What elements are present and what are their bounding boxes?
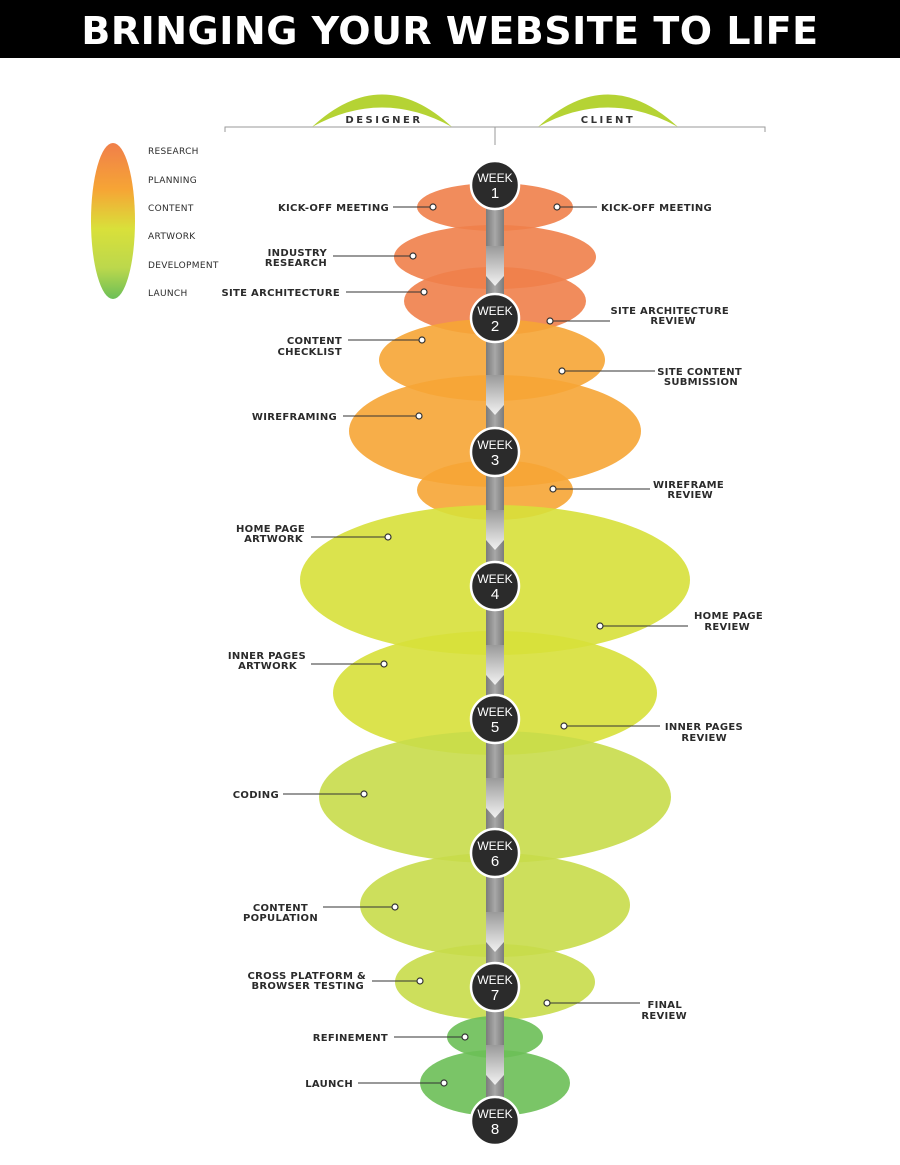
label-wireframe-review: WIREFRAME REVIEW: [653, 480, 724, 501]
legend-gradient-swatch: [91, 143, 135, 299]
label-home-page-artwork: HOME PAGE ARTWORK: [236, 524, 305, 545]
column-header: DESIGNER CLIENT: [224, 94, 766, 145]
timeline-bar: [486, 182, 504, 1124]
title-banner: BRINGING YOUR WEBSITE TO LIFE: [0, 0, 900, 58]
week-circle: [469, 159, 521, 211]
label-kickoff-meeting-designer: KICK-OFF MEETING: [278, 203, 389, 214]
connector-dots: [360, 203, 604, 1087]
legend: RESEARCH PLANNING CONTENT ARTWORK DEVELO…: [91, 143, 219, 299]
legend-item-planning: PLANNING: [148, 176, 197, 186]
timeline-chevron: [486, 510, 504, 550]
label-content-checklist: CONTENT CHECKLIST: [278, 336, 342, 358]
week-number: 3: [491, 452, 499, 469]
week-number: 8: [491, 1121, 499, 1138]
page-title: BRINGING YOUR WEBSITE TO LIFE: [81, 9, 819, 53]
client-arc: [538, 94, 678, 127]
client-label-text: KICK-OFF MEETING SITE ARCHITECTURE REVIEW…: [601, 203, 763, 1022]
week-circle: [469, 693, 521, 745]
week-word: WEEK: [477, 304, 512, 318]
week-number: 1: [491, 185, 499, 202]
designer-label-text: KICK-OFF MEETING INDUSTRY RESEARCH SITE A…: [222, 203, 389, 1090]
week-circle: [469, 426, 521, 478]
label-home-page-review: HOME PAGE REVIEW: [694, 611, 763, 633]
label-inner-pages-review: INNER PAGES REVIEW: [665, 722, 743, 744]
legend-item-launch: LAUNCH: [148, 289, 188, 299]
legend-item-content: CONTENT: [148, 204, 194, 214]
label-content-population: CONTENT POPULATION: [243, 903, 318, 924]
week-word: WEEK: [477, 1107, 512, 1121]
week-circle: [469, 292, 521, 344]
label-wireframing: WIREFRAMING: [252, 412, 337, 423]
week-word: WEEK: [477, 171, 512, 185]
label-launch: LAUNCH: [305, 1079, 353, 1090]
timeline-chevron: [486, 375, 504, 415]
week-word: WEEK: [477, 839, 512, 853]
designer-labels: [283, 206, 465, 1084]
timeline-chevron: [486, 246, 504, 286]
timeline-chevron: [486, 912, 504, 952]
label-site-architecture: SITE ARCHITECTURE: [222, 288, 341, 299]
label-coding: CODING: [233, 790, 279, 801]
label-site-architecture-review: SITE ARCHITECTURE REVIEW: [611, 306, 730, 327]
label-final-review: FINAL REVIEW: [641, 1000, 687, 1022]
week-circle: [469, 961, 521, 1013]
timeline-chevron: [486, 645, 504, 685]
week-number: 2: [491, 318, 499, 335]
legend-item-development: DEVELOPMENT: [148, 261, 219, 271]
legend-item-artwork: ARTWORK: [148, 232, 196, 242]
label-cross-platform-testing: CROSS PLATFORM & BROWSER TESTING: [248, 971, 366, 992]
week-word: WEEK: [477, 705, 512, 719]
label-industry-research: INDUSTRY RESEARCH: [265, 248, 328, 269]
timeline-chevron: [486, 778, 504, 818]
designer-arc: [312, 94, 452, 127]
timeline-chevrons: [486, 246, 504, 1085]
designer-column-label: DESIGNER: [345, 115, 422, 126]
week-circle: [469, 1095, 521, 1147]
label-inner-pages-artwork: INNER PAGES ARTWORK: [228, 651, 306, 672]
legend-item-research: RESEARCH: [148, 147, 199, 157]
week-circle: [469, 560, 521, 612]
week-number: 5: [491, 719, 499, 736]
week-word: WEEK: [477, 572, 512, 586]
timeline-chevron: [486, 1045, 504, 1085]
week-word: WEEK: [477, 973, 512, 987]
label-site-content-submission: SITE CONTENT SUBMISSION: [657, 367, 742, 388]
week-number: 6: [491, 853, 499, 870]
client-column-label: CLIENT: [581, 115, 635, 126]
week-number: 7: [491, 987, 499, 1004]
client-labels: [547, 206, 688, 1004]
week-word: WEEK: [477, 438, 512, 452]
label-kickoff-meeting-client: KICK-OFF MEETING: [601, 203, 712, 214]
week-number: 4: [491, 586, 499, 603]
label-refinement: REFINEMENT: [313, 1033, 388, 1044]
week-circle: [469, 827, 521, 879]
